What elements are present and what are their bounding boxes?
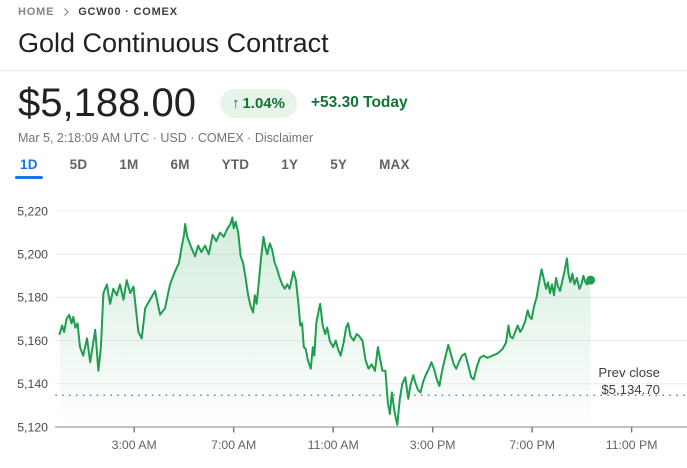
tab-5y[interactable]: 5Y — [329, 152, 348, 177]
chevron-right-icon — [64, 7, 70, 16]
svg-text:7:00 AM: 7:00 AM — [211, 438, 256, 452]
svg-text:11:00 AM: 11:00 AM — [308, 438, 359, 452]
x-axis-labels: 3:00 AM 7:00 AM 11:00 AM 3:00 PM 7:00 PM 11:0… — [112, 438, 658, 452]
tab-max[interactable]: MAX — [378, 152, 411, 177]
price-chart-area: 5,120 5,140 5,160 5,180 5,200 5,220 3:00 AM 7:0… — [0, 192, 687, 468]
y-axis-labels: 5,120 5,140 5,160 5,180 5,200 5,220 — [17, 204, 48, 434]
time-range-tabs: 1D 5D 1M 6M YTD 1Y 5Y MAX — [15, 152, 411, 179]
svg-text:5,180: 5,180 — [17, 291, 48, 305]
last-price-dot — [586, 275, 596, 285]
svg-text:Prev close: Prev close — [598, 365, 660, 380]
tab-1d[interactable]: 1D — [15, 152, 43, 179]
svg-text:11:00 PM: 11:00 PM — [606, 438, 658, 452]
change-amount-today: +53.30 Today — [311, 94, 408, 111]
page-title: Gold Continuous Contract — [18, 28, 329, 58]
quote-timestamp: Mar 5, 2:18:09 AM UTC · USD · COMEX · — [18, 131, 255, 145]
price-value: $5,188.00 — [18, 81, 196, 125]
prev-close-label: Prev close $5,134.70 — [598, 365, 660, 397]
tab-1y[interactable]: 1Y — [280, 152, 299, 177]
area-fill — [59, 217, 591, 427]
svg-text:5,120: 5,120 — [17, 420, 48, 434]
tab-5d[interactable]: 5D — [69, 152, 89, 177]
svg-text:$5,134.70: $5,134.70 — [601, 382, 660, 397]
svg-text:5,140: 5,140 — [17, 377, 48, 391]
active-tab-underline — [15, 176, 43, 179]
breadcrumb: HOME GCW00 · COMEX — [18, 6, 178, 18]
header-divider — [0, 70, 687, 71]
svg-text:3:00 AM: 3:00 AM — [112, 438, 157, 452]
svg-text:5,200: 5,200 — [17, 248, 48, 262]
tab-ytd[interactable]: YTD — [221, 152, 251, 177]
x-axis-ticks — [133, 427, 633, 433]
price-line — [58, 216, 592, 426]
quote-meta: Mar 5, 2:18:09 AM UTC · USD · COMEX · Di… — [18, 131, 313, 145]
disclaimer-link[interactable]: Disclaimer — [254, 131, 314, 145]
svg-text:7:00 PM: 7:00 PM — [509, 438, 555, 452]
change-percent: 1.04% — [242, 94, 285, 112]
breadcrumb-symbol[interactable]: GCW00 · COMEX — [78, 6, 178, 18]
change-percent-badge: ↑ 1.04% — [219, 88, 297, 118]
quote-row: $5,188.00 ↑ 1.04% +53.30 Today — [18, 81, 408, 125]
svg-text:5,160: 5,160 — [17, 334, 48, 348]
breadcrumb-home-link[interactable]: HOME — [18, 6, 55, 18]
arrow-up-icon: ↑ — [231, 94, 240, 112]
price-chart[interactable]: 5,120 5,140 5,160 5,180 5,200 5,220 3:00 AM 7:0… — [0, 192, 687, 468]
svg-text:5,220: 5,220 — [17, 204, 48, 218]
tab-1m[interactable]: 1M — [118, 152, 139, 177]
tab-6m[interactable]: 6M — [170, 152, 191, 177]
svg-text:3:00 PM: 3:00 PM — [410, 438, 456, 452]
